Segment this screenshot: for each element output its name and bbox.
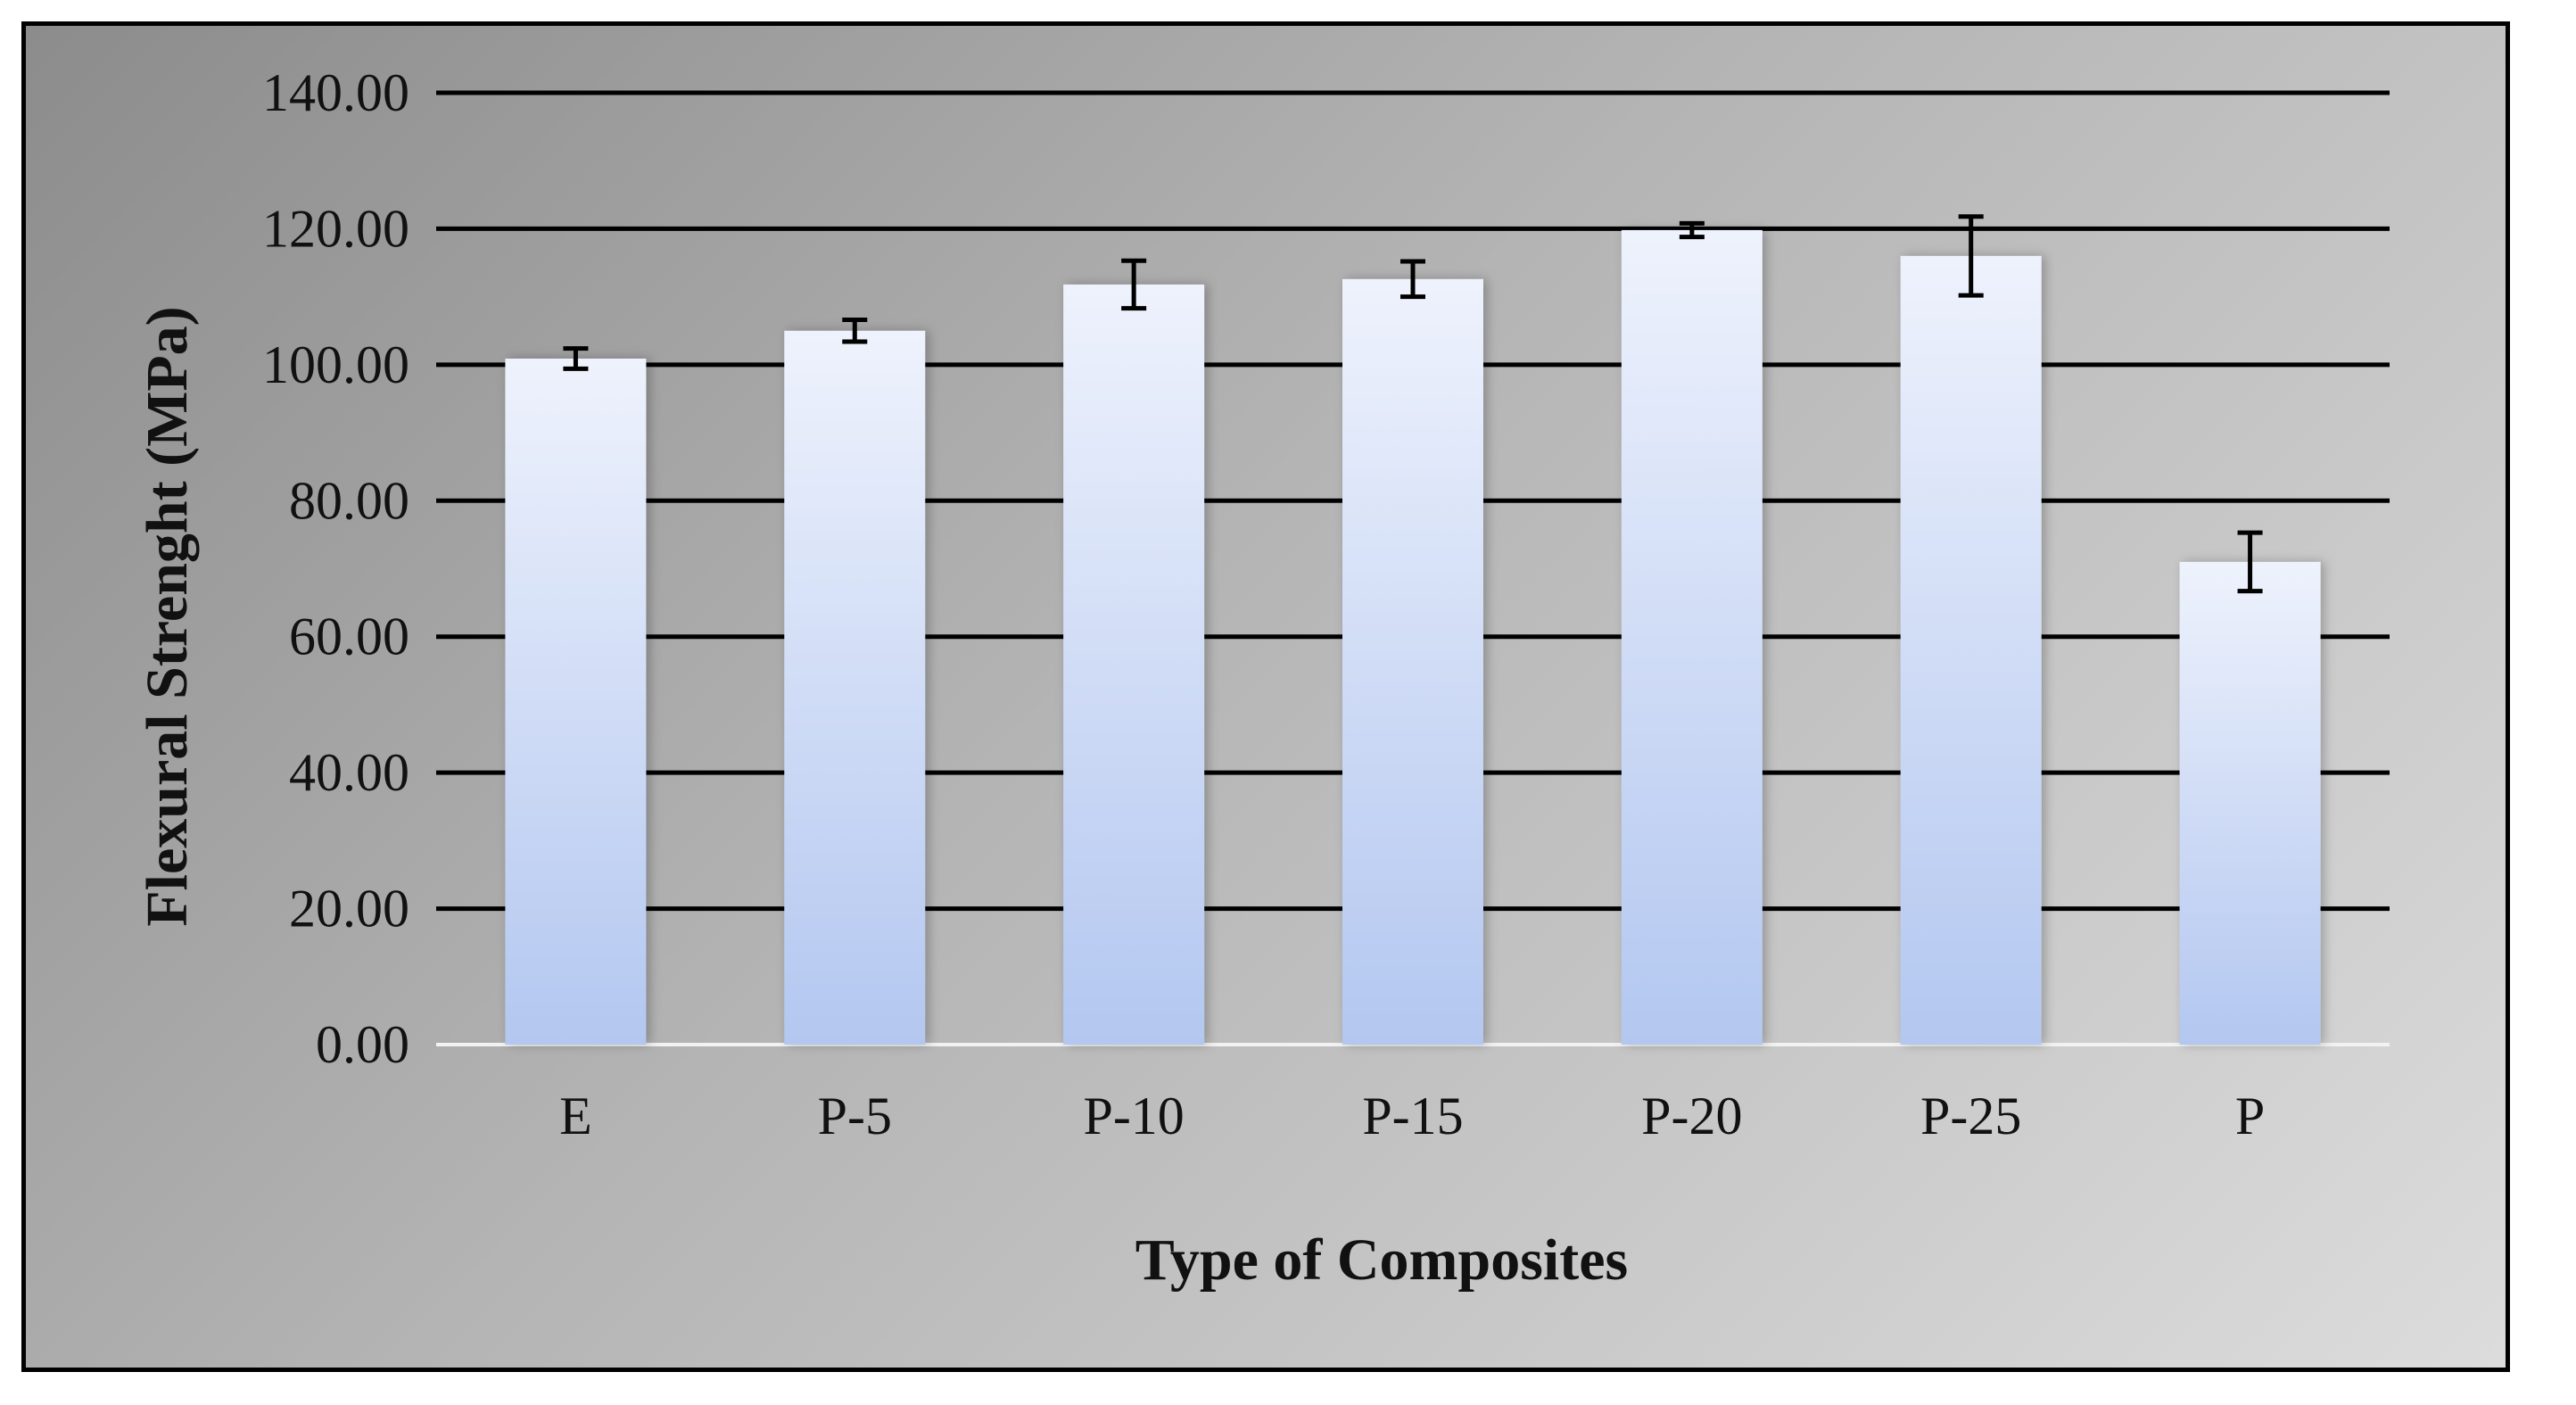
bar-p (2179, 561, 2321, 1045)
x-tick-label: P-25 (1920, 1087, 2021, 1145)
bar-e (505, 358, 647, 1045)
error-bars (563, 214, 2263, 594)
x-tick-label: P-20 (1641, 1087, 1742, 1145)
y-tick-label: 40.00 (289, 743, 409, 802)
x-tick-label: P-10 (1083, 1087, 1184, 1145)
y-tick-label: 60.00 (289, 607, 409, 666)
error-bar-p-25 (1958, 214, 1984, 298)
y-tick-label: 140.00 (262, 63, 409, 122)
bar-p-5 (784, 330, 926, 1045)
chart-frame: 0.00 20.00 40.00 60.00 80.00 100.00 120.00 140.… (21, 21, 2510, 1372)
x-tick-label: P-15 (1362, 1087, 1463, 1145)
y-tick-label: 20.00 (289, 880, 409, 938)
y-tick-label: 80.00 (289, 471, 409, 530)
bar-p-25 (1900, 255, 2042, 1045)
bar-chart: 0.00 20.00 40.00 60.00 80.00 100.00 120.00 140.… (135, 63, 2390, 1293)
bar-p-20 (1621, 229, 1763, 1045)
x-axis-ticks: E P-5 P-10 P-15 P-20 P-25 P (559, 1087, 2265, 1145)
error-bar-p (2237, 530, 2263, 594)
x-axis-title: Type of Composites (1135, 1227, 1628, 1293)
bars (505, 229, 2321, 1045)
error-bar-p-15 (1400, 259, 1425, 300)
error-bar-e (563, 346, 589, 371)
x-tick-label: E (559, 1087, 592, 1145)
bar-p-15 (1342, 278, 1483, 1045)
y-axis-ticks: 0.00 20.00 40.00 60.00 80.00 100.00 120.00 140.… (262, 63, 409, 1074)
error-bar-p-20 (1679, 220, 1705, 240)
x-tick-label: P (2235, 1087, 2265, 1145)
x-tick-label: P-5 (818, 1087, 892, 1145)
error-bar-p-5 (842, 318, 868, 344)
y-tick-label: 100.00 (262, 335, 409, 394)
y-axis-title: Flexural Strenght (MPa) (135, 306, 200, 926)
error-bar-p-10 (1121, 258, 1147, 311)
y-tick-label: 120.00 (262, 199, 409, 258)
bar-p-10 (1063, 284, 1205, 1045)
y-tick-label: 0.00 (316, 1015, 409, 1074)
